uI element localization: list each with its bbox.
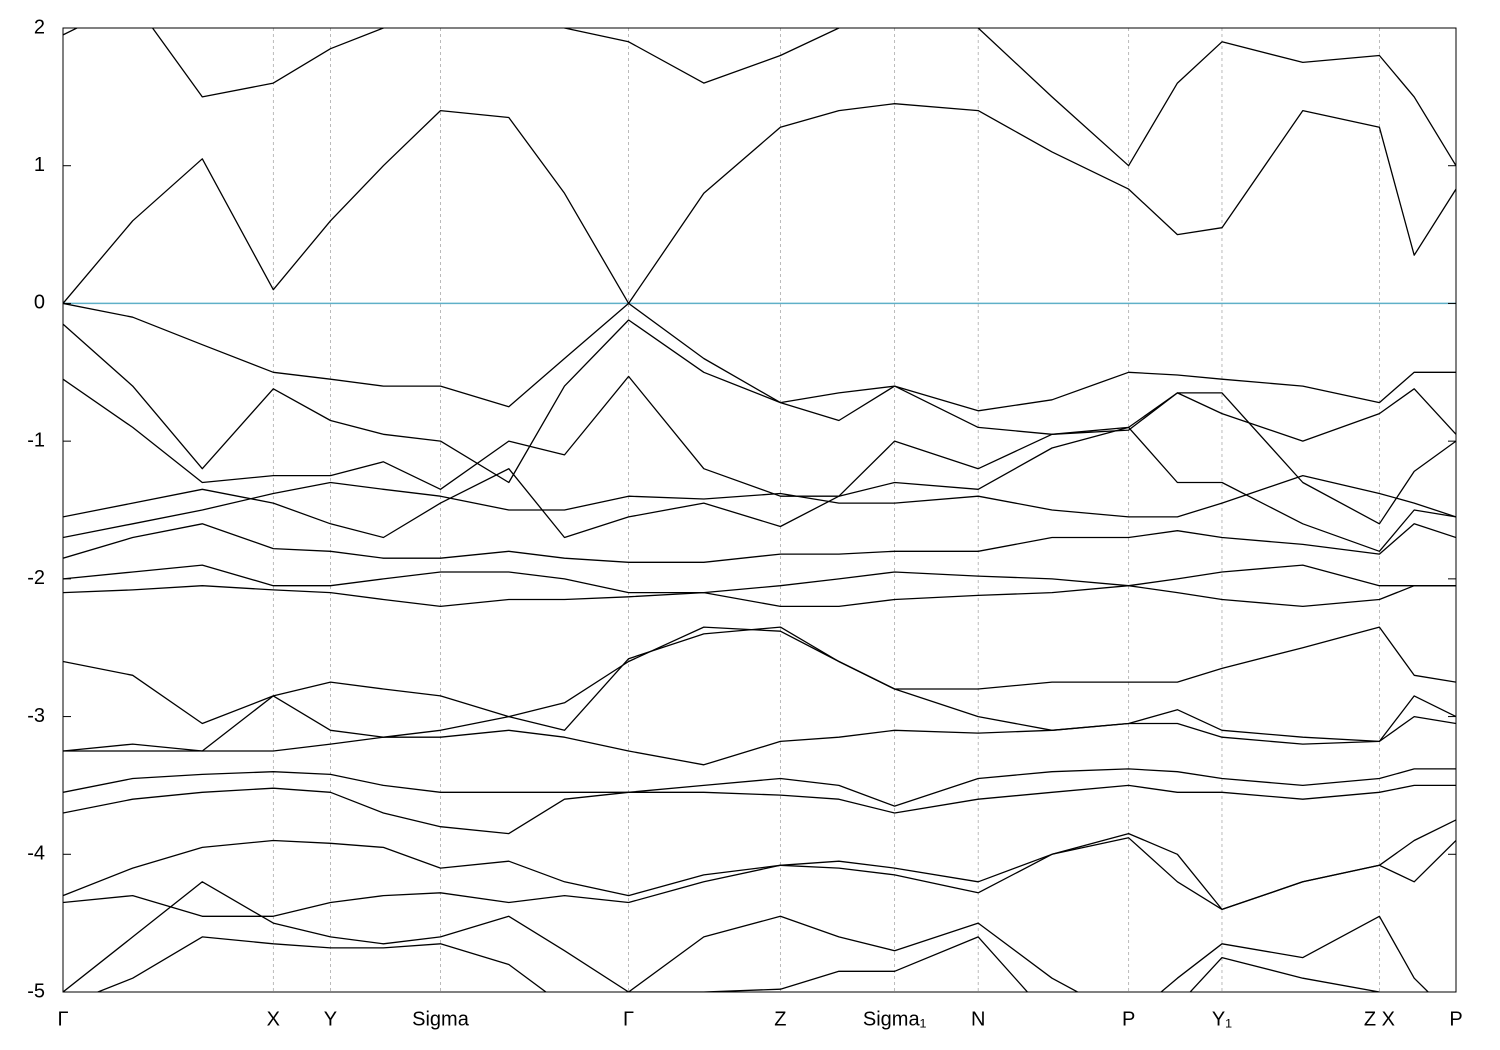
y-tick-label: -3 bbox=[27, 705, 45, 727]
x-tick-label: Z X bbox=[1364, 1008, 1395, 1030]
band-line bbox=[63, 784, 1456, 835]
band-line bbox=[63, 375, 1456, 525]
y-tick-label: 2 bbox=[34, 16, 45, 38]
x-tick-label: Y₁ bbox=[1212, 1008, 1232, 1030]
band-line bbox=[96, 936, 1381, 992]
x-tick-label: X bbox=[267, 1008, 280, 1030]
band-line bbox=[63, 837, 1456, 917]
band-line bbox=[63, 319, 1456, 484]
band-line bbox=[63, 626, 1456, 731]
band-line bbox=[63, 28, 1456, 167]
y-tick-label: -5 bbox=[27, 980, 45, 1002]
x-tick-label: Γ bbox=[57, 1008, 68, 1030]
plot-frame bbox=[62, 27, 1457, 993]
band-line bbox=[63, 626, 1456, 752]
y-tick-label: -2 bbox=[27, 567, 45, 589]
band-line bbox=[63, 103, 1456, 305]
band-line bbox=[63, 426, 1456, 552]
x-tick-label: P bbox=[1449, 1008, 1462, 1030]
x-tick-label: Sigma bbox=[412, 1008, 470, 1030]
band-line bbox=[63, 881, 1430, 992]
x-tick-label: N bbox=[971, 1008, 985, 1030]
y-tick-label: -4 bbox=[27, 843, 45, 865]
bands bbox=[63, 28, 1456, 992]
x-tick-label: Y bbox=[324, 1008, 337, 1030]
band-line bbox=[63, 523, 1456, 563]
band-line bbox=[63, 819, 1456, 911]
y-tick-label: 0 bbox=[34, 292, 45, 314]
band-line bbox=[63, 715, 1456, 766]
axes: -5 -4 -3 -2 -1 0 1 2 Γ X Y Sigma Γ Z Sigma₁ N P Y₁ Z X P bbox=[27, 16, 1462, 1030]
band-line bbox=[63, 768, 1456, 807]
grid bbox=[62, 28, 1457, 992]
band-line bbox=[63, 564, 1456, 594]
band-line bbox=[63, 585, 1456, 608]
x-tick-label: Sigma₁ bbox=[863, 1008, 927, 1030]
y-tick-label: -1 bbox=[27, 429, 45, 451]
x-tick-label: Z bbox=[774, 1008, 786, 1030]
y-tick-label: 1 bbox=[34, 154, 45, 176]
x-tick-label: P bbox=[1122, 1008, 1135, 1030]
band-line bbox=[63, 474, 1456, 539]
x-tick-label: Γ bbox=[623, 1008, 634, 1030]
